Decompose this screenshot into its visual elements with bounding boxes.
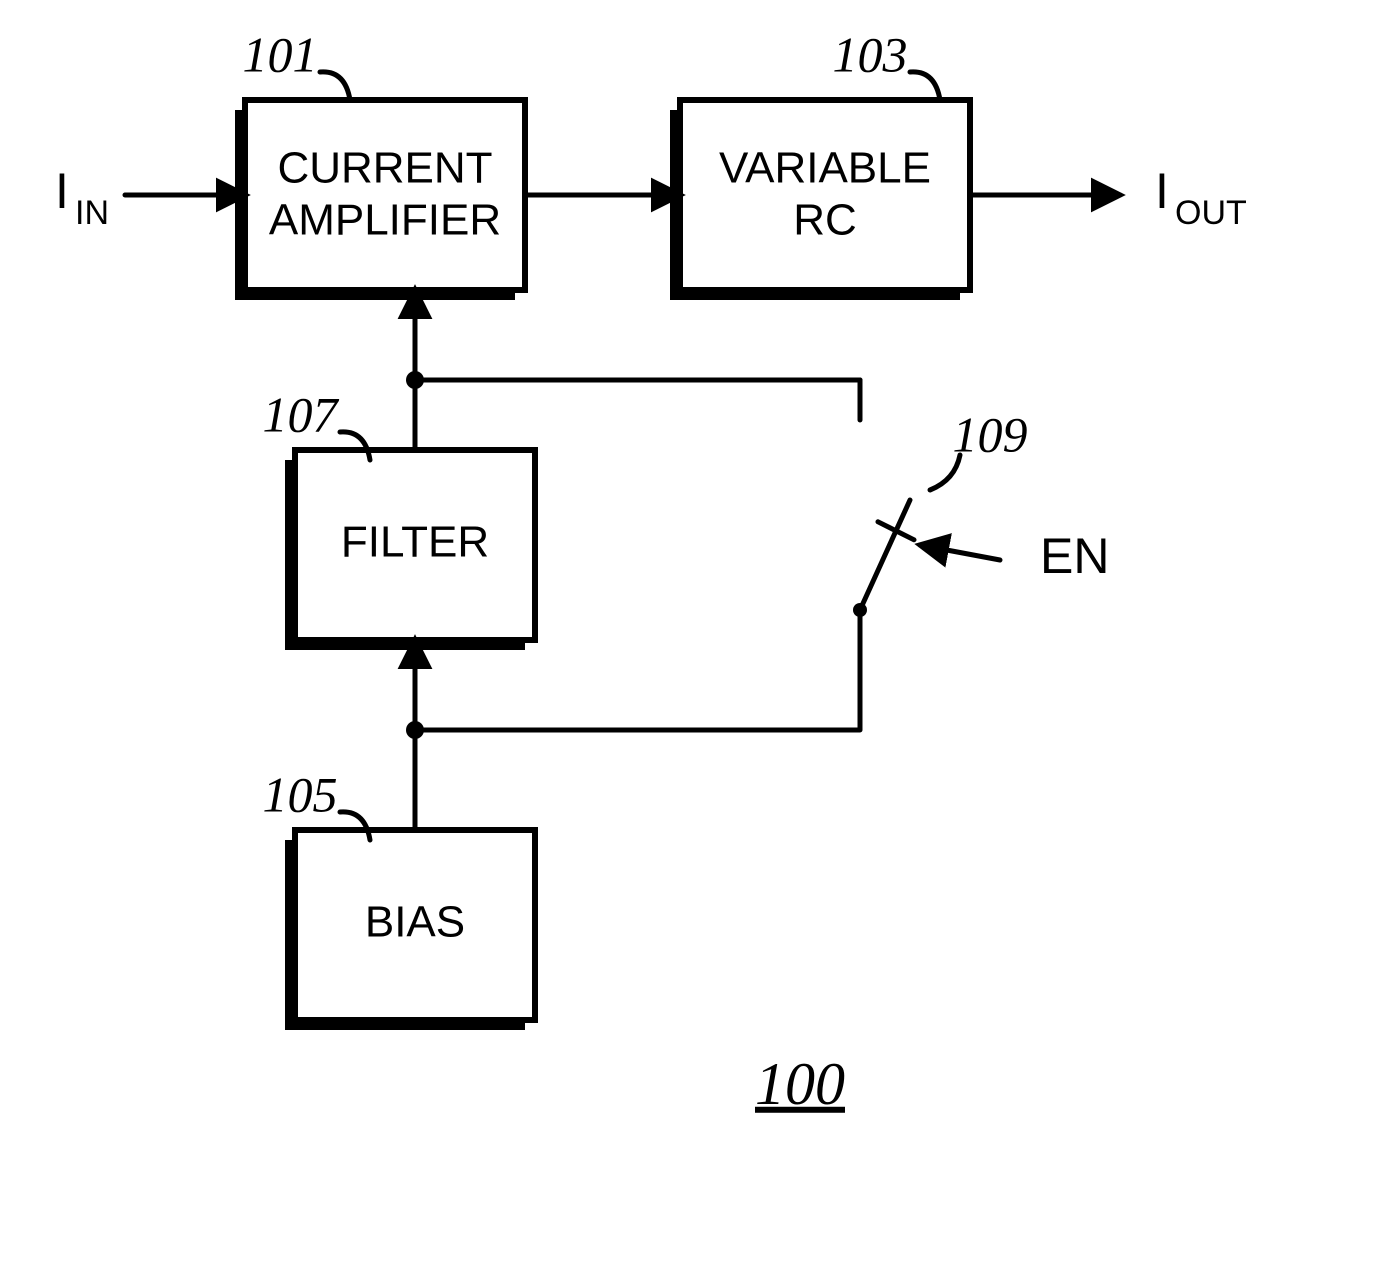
amp-label-line1: CURRENT [277, 144, 492, 193]
figure-number: 100 [755, 1051, 845, 1117]
en-label: EN [1040, 528, 1109, 584]
varrc-label-line2: RC [793, 196, 857, 245]
out-label-group: IOUT [1155, 163, 1247, 232]
out-sub: OUT [1175, 194, 1247, 232]
out-label: I [1155, 163, 1169, 219]
in-label: I [55, 163, 69, 219]
amp-ref-hook [320, 72, 350, 100]
en-arrow [920, 545, 1000, 560]
varrc-ref-hook [910, 72, 940, 100]
in-sub: IN [75, 194, 109, 232]
switch-lever [860, 500, 910, 610]
switch-ref: 109 [953, 406, 1028, 462]
amp-label-line2: AMPLIFIER [269, 196, 501, 245]
varrc-ref: 103 [833, 26, 908, 82]
varrc-label-line1: VARIABLE [719, 144, 931, 193]
in-label-group: IIN [55, 163, 109, 232]
filter-label: FILTER [341, 518, 489, 567]
switch-tick [878, 522, 914, 540]
bias-label: BIAS [365, 898, 465, 947]
amp-ref: 101 [243, 26, 318, 82]
bias-ref: 105 [263, 766, 338, 822]
filter-ref: 107 [263, 386, 340, 442]
